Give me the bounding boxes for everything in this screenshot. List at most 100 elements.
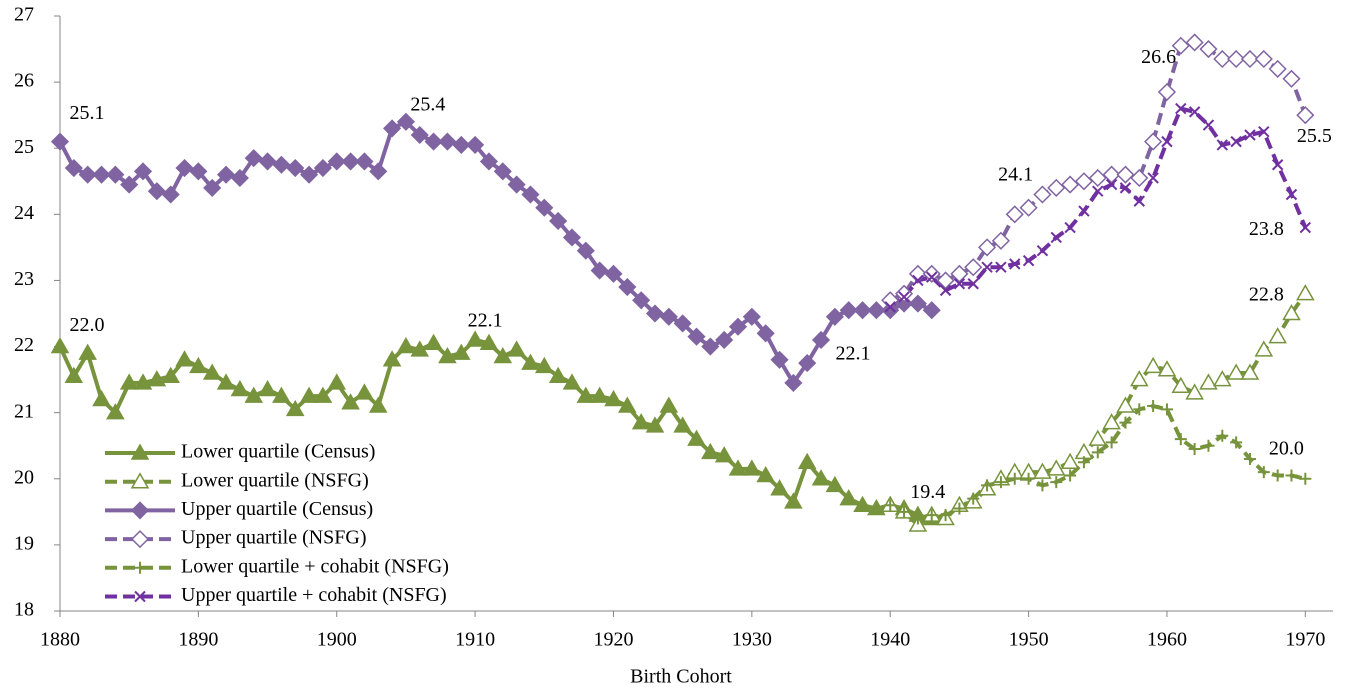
marker xyxy=(286,158,305,178)
marker xyxy=(1299,221,1312,234)
y-tick-label: 26 xyxy=(14,70,34,92)
marker xyxy=(1036,244,1049,257)
marker xyxy=(189,356,208,374)
marker xyxy=(687,429,706,446)
marker xyxy=(1033,185,1052,204)
marker xyxy=(1064,469,1077,482)
marker xyxy=(618,277,637,297)
marker xyxy=(1213,370,1232,387)
marker xyxy=(50,132,70,151)
series-line xyxy=(889,404,1306,521)
marker xyxy=(1144,132,1163,151)
marker xyxy=(953,278,966,290)
marker xyxy=(784,373,803,392)
marker xyxy=(466,135,485,154)
marker xyxy=(953,502,966,515)
marker xyxy=(1064,221,1076,234)
marker xyxy=(1227,49,1246,69)
marker xyxy=(922,301,941,320)
marker xyxy=(1240,363,1260,380)
marker xyxy=(562,228,582,247)
marker xyxy=(1050,476,1063,489)
marker xyxy=(1296,284,1315,301)
marker xyxy=(410,340,430,357)
value-label: 19.4 xyxy=(910,481,945,503)
marker xyxy=(1060,452,1080,469)
marker xyxy=(1047,178,1066,197)
marker xyxy=(272,155,291,174)
series-line xyxy=(889,292,1307,528)
marker xyxy=(493,346,513,364)
marker xyxy=(147,370,167,387)
marker xyxy=(92,165,111,184)
marker xyxy=(1133,195,1145,207)
marker xyxy=(202,363,222,380)
marker xyxy=(1185,33,1204,52)
marker xyxy=(884,301,896,313)
marker xyxy=(1130,168,1149,188)
marker xyxy=(673,314,692,333)
marker xyxy=(341,152,360,171)
x-tick-label: 1930 xyxy=(732,629,772,651)
marker xyxy=(811,330,831,350)
legend-label: Upper quartile (NSFG) xyxy=(181,527,367,549)
marker xyxy=(313,386,333,403)
y-tick-label: 22 xyxy=(14,334,34,356)
marker xyxy=(715,330,734,350)
marker xyxy=(1088,168,1107,188)
y-tick-label: 21 xyxy=(14,400,34,422)
y-tick-label: 23 xyxy=(14,268,34,290)
marker xyxy=(78,165,97,184)
marker xyxy=(300,165,319,184)
marker xyxy=(410,125,429,145)
marker xyxy=(230,168,249,188)
marker xyxy=(285,399,305,417)
marker xyxy=(922,264,941,283)
marker xyxy=(981,479,994,492)
marker xyxy=(618,396,637,413)
marker xyxy=(106,165,125,184)
marker xyxy=(1188,443,1201,456)
x-axis-label: Birth Cohort xyxy=(630,666,732,688)
marker xyxy=(1091,446,1104,459)
marker xyxy=(493,162,512,181)
value-label: 26.6 xyxy=(1141,46,1176,68)
marker xyxy=(64,366,84,384)
marker xyxy=(1074,172,1093,191)
marker xyxy=(1271,159,1284,171)
marker xyxy=(978,238,997,257)
marker xyxy=(1036,479,1049,492)
marker xyxy=(632,291,651,310)
marker xyxy=(1296,106,1315,125)
value-label: 23.8 xyxy=(1249,218,1284,240)
value-label: 25.5 xyxy=(1297,125,1332,147)
marker xyxy=(1244,129,1256,141)
marker xyxy=(756,324,775,343)
marker xyxy=(964,258,983,277)
marker xyxy=(1119,182,1132,194)
legend-label: Lower quartile + cohabit (NSFG) xyxy=(181,555,449,577)
marker xyxy=(133,162,153,181)
x-tick-label: 1970 xyxy=(1285,629,1325,651)
marker xyxy=(811,469,831,486)
marker xyxy=(1226,363,1246,380)
value-label: 22.1 xyxy=(836,343,871,365)
y-tick-label: 24 xyxy=(14,202,34,224)
marker xyxy=(742,459,762,476)
marker xyxy=(1202,439,1215,452)
marker xyxy=(894,284,914,303)
value-label: 25.4 xyxy=(410,93,445,115)
marker xyxy=(898,291,910,303)
marker xyxy=(1157,360,1177,377)
legend-marker xyxy=(130,501,150,520)
marker xyxy=(1216,429,1229,442)
marker xyxy=(1271,469,1284,482)
marker xyxy=(119,373,139,390)
marker xyxy=(1050,231,1062,244)
marker xyxy=(1078,205,1090,217)
marker xyxy=(369,162,388,181)
marker xyxy=(479,152,499,171)
marker xyxy=(1254,340,1274,357)
marker xyxy=(438,132,457,151)
